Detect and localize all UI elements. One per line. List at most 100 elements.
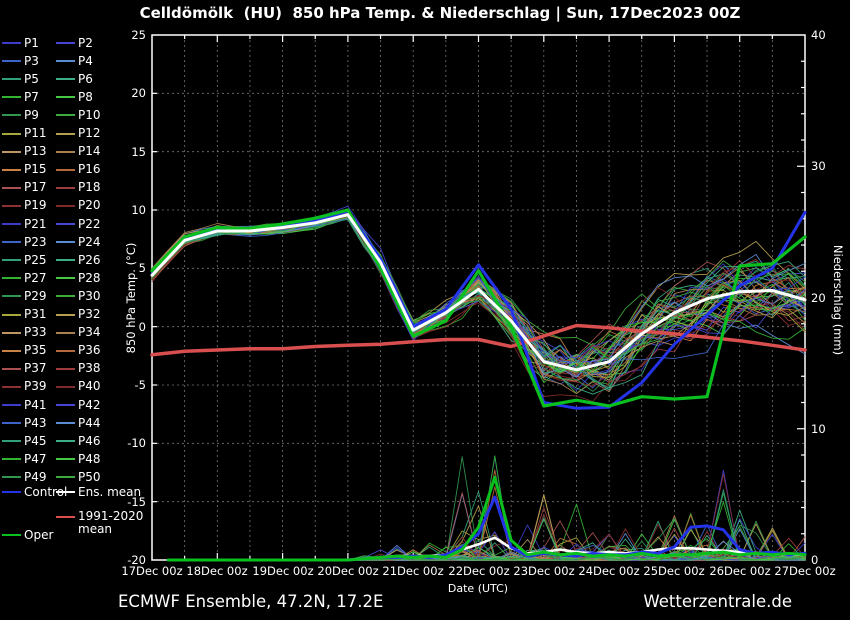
legend-swatch-p42 xyxy=(56,404,75,406)
legend-item-p3: P3 xyxy=(2,54,39,68)
legend-label-p26: P26 xyxy=(78,252,101,267)
legend-label-p10: P10 xyxy=(78,107,101,122)
legend-item-p14: P14 xyxy=(56,145,101,159)
legend-label-p6: P6 xyxy=(78,71,93,86)
legend-label-p50: P50 xyxy=(78,469,101,484)
legend-swatch-p40 xyxy=(56,385,75,388)
legend-swatch-p8 xyxy=(56,96,75,99)
legend-item-p33: P33 xyxy=(2,326,47,340)
legend-swatch-control xyxy=(2,491,21,493)
legend-label-p29: P29 xyxy=(24,288,47,303)
legend-swatch-p28 xyxy=(56,277,75,280)
legend-item-p7: P7 xyxy=(2,90,39,104)
legend-swatch-p7 xyxy=(2,96,21,99)
legend-item-oper: Oper xyxy=(2,528,53,542)
legend-swatch-p21 xyxy=(2,223,21,225)
legend-label-p28: P28 xyxy=(78,270,101,285)
legend-label-p12: P12 xyxy=(78,126,101,140)
legend-label-p27: P27 xyxy=(24,270,47,285)
legend-item-p16: P16 xyxy=(56,163,101,177)
legend-swatch-p11 xyxy=(2,132,21,135)
legend-swatch-p4 xyxy=(56,60,75,63)
legend-swatch-p25 xyxy=(2,259,21,262)
legend-label-p8: P8 xyxy=(78,89,93,104)
legend-label-p21: P21 xyxy=(24,216,47,231)
x-tick-label: 20Dec 00z xyxy=(317,564,379,578)
legend-item-p23: P23 xyxy=(2,235,47,249)
legend-swatch-p23 xyxy=(2,241,21,244)
legend-item-p17: P17 xyxy=(2,181,47,195)
legend-item-p31: P31 xyxy=(2,308,47,322)
legend-label-p41: P41 xyxy=(24,397,47,412)
legend-item-p15: P15 xyxy=(2,163,47,177)
y-left-tick-label: -15 xyxy=(127,495,146,509)
x-tick-label: 26Dec 00z xyxy=(709,564,771,578)
legend-item-p18: P18 xyxy=(56,181,101,195)
legend-label-ens-mean: Ens. mean xyxy=(78,484,142,499)
legend-label-p40: P40 xyxy=(78,379,101,394)
legend-item-p44: P44 xyxy=(56,416,101,430)
legend-item-p46: P46 xyxy=(56,434,101,448)
legend-label-p23: P23 xyxy=(24,234,47,249)
legend-item-p22: P22 xyxy=(56,217,101,231)
legend-swatch-p34 xyxy=(56,331,75,334)
legend-item-p47: P47 xyxy=(2,452,47,466)
legend-label-p47: P47 xyxy=(24,451,47,466)
legend-swatch-p29 xyxy=(2,295,21,298)
oper-temp-line xyxy=(150,208,807,408)
legend-item-p26: P26 xyxy=(56,253,101,267)
chart-title: Celldömölk (HU) 850 hPa Temp. & Niedersc… xyxy=(139,4,741,22)
legend-swatch-p46 xyxy=(56,440,75,443)
legend-item-p5: P5 xyxy=(2,72,39,86)
legend-label-p15: P15 xyxy=(24,162,47,177)
legend-item-p10: P10 xyxy=(56,108,101,122)
legend-swatch-p16 xyxy=(56,168,75,171)
x-tick-label: 25Dec 00z xyxy=(643,564,705,578)
y-right-tick-label: 20 xyxy=(811,291,826,305)
legend-item-p36: P36 xyxy=(56,344,101,358)
legend-item-p27: P27 xyxy=(2,271,47,285)
legend-item-p4: P4 xyxy=(56,54,93,68)
legend-label-p37: P37 xyxy=(24,361,47,376)
legend-swatch-p35 xyxy=(2,349,21,352)
legend-swatch-p3 xyxy=(2,60,21,63)
legend-item-p19: P19 xyxy=(2,199,47,213)
y-axis-left-title: 850 hPa Temp. (°C) xyxy=(124,242,138,354)
legend-label-p9: P9 xyxy=(24,107,39,122)
legend-swatch-p32 xyxy=(56,313,75,316)
legend-swatch-p12 xyxy=(56,132,75,135)
legend-swatch-clim-mean xyxy=(56,516,75,518)
legend-swatch-oper xyxy=(2,534,21,536)
legend-label-p18: P18 xyxy=(78,180,101,195)
legend-item-p40: P40 xyxy=(56,380,101,394)
legend-item-p48: P48 xyxy=(56,452,101,466)
legend-label-p2: P2 xyxy=(78,35,93,50)
legend-item-p9: P9 xyxy=(2,108,39,122)
legend-swatch-p24 xyxy=(56,241,75,244)
x-tick-label: 17Dec 00z xyxy=(121,564,183,578)
legend-item-p1: P1 xyxy=(2,36,39,50)
legend-swatch-p27 xyxy=(2,277,21,280)
legend-label-p24: P24 xyxy=(78,234,101,249)
y-right-tick-label: 30 xyxy=(811,159,826,173)
legend-swatch-ens-mean xyxy=(56,491,75,493)
y-left-tick-label: 20 xyxy=(131,86,146,100)
legend-label-p17: P17 xyxy=(24,180,47,195)
x-tick-label: 19Dec 00z xyxy=(252,564,314,578)
y-left-tick-label: 15 xyxy=(131,145,146,159)
legend-item-p25: P25 xyxy=(2,253,47,267)
legend-swatch-p19 xyxy=(2,204,21,207)
legend-item-clim-mean: 1991-2020 mean xyxy=(56,510,143,538)
legend-label-p25: P25 xyxy=(24,252,47,267)
x-axis-title: Date (UTC) xyxy=(447,582,509,595)
legend-swatch-p6 xyxy=(56,78,75,81)
clim-mean-temp-line xyxy=(150,323,807,357)
legend-item-p21: P21 xyxy=(2,217,47,231)
legend-item-p34: P34 xyxy=(56,326,101,340)
legend-item-p6: P6 xyxy=(56,72,93,86)
legend-swatch-p14 xyxy=(56,150,75,153)
legend-label-p46: P46 xyxy=(78,433,101,448)
footer-model-info: ECMWF Ensemble, 47.2N, 17.2E xyxy=(118,592,384,611)
y-right-tick-label: 0 xyxy=(811,553,819,567)
